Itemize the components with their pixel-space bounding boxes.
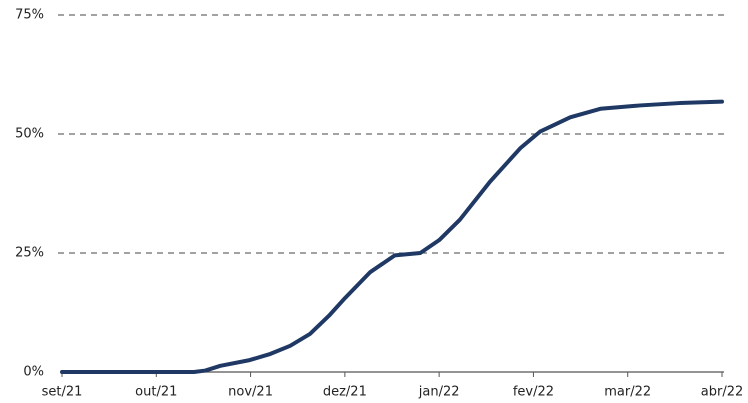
- x-tick-label: fev/22: [513, 385, 554, 400]
- line: [60, 99, 724, 374]
- x-tick-label: jan/22: [418, 385, 460, 400]
- x-tick-label: nov/21: [228, 385, 273, 400]
- y-tick-label: 0%: [23, 365, 44, 380]
- x-tick-label: dez/21: [323, 385, 367, 400]
- y-tick-label: 25%: [15, 246, 44, 261]
- x-tick-label: mar/22: [604, 385, 651, 400]
- x-tick-label: set/21: [42, 385, 83, 400]
- y-tick-label: 50%: [15, 127, 44, 142]
- y-tick-label: 75%: [15, 8, 44, 23]
- x-tick-label: out/21: [135, 385, 177, 400]
- x-tick-label: abr/22: [701, 385, 744, 400]
